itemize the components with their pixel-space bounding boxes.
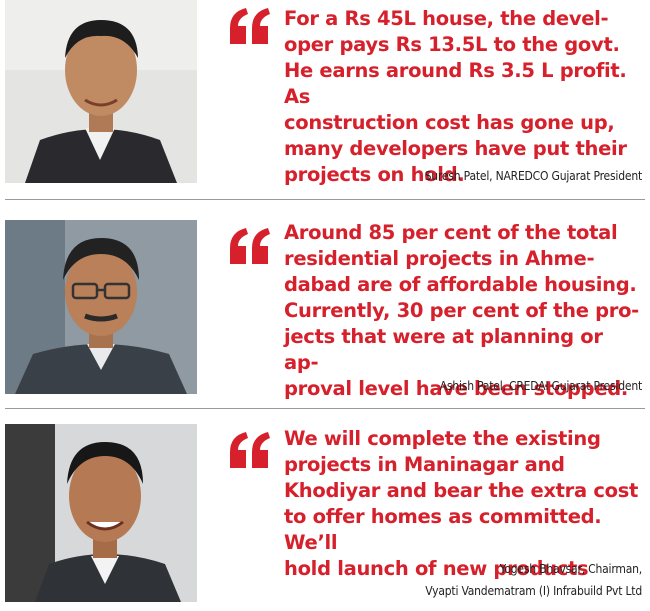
opening-quote-icon bbox=[228, 430, 272, 470]
quote-line: jects that were at planning or ap- bbox=[284, 325, 603, 374]
attribution: Yogesh Bhavsar, Chairman, Vyapti Vandema… bbox=[425, 558, 642, 602]
attribution-line: Ashish Patel, CREDAI Gujarat President bbox=[439, 379, 642, 393]
quote-text: Around 85 per cent of the total resident… bbox=[284, 220, 642, 402]
quote-line: residential projects in Ahme- bbox=[284, 247, 595, 270]
quote-line: to offer homes as committed. We’ll bbox=[284, 505, 602, 554]
portrait-photo bbox=[5, 424, 197, 602]
quote-block-2: Around 85 per cent of the total resident… bbox=[0, 220, 650, 410]
opening-quote-icon bbox=[228, 226, 272, 266]
attribution: Suresh Patel, NAREDCO Gujarat President bbox=[424, 168, 643, 184]
quote-line: For a Rs 45L house, the devel- bbox=[284, 7, 609, 30]
quote-block-1: For a Rs 45L house, the devel- oper pays… bbox=[0, 0, 650, 190]
quote-line: He earns around Rs 3.5 L profit. As bbox=[284, 59, 627, 108]
quote-line: We will complete the existing bbox=[284, 427, 601, 450]
quote-line: construction cost has gone up, bbox=[284, 111, 615, 134]
quote-line: Currently, 30 per cent of the pro- bbox=[284, 299, 639, 322]
section-divider bbox=[5, 408, 645, 409]
quote-text: We will complete the existing projects i… bbox=[284, 426, 642, 582]
attribution-line: Suresh Patel, NAREDCO Gujarat President bbox=[424, 169, 643, 183]
attribution: Ashish Patel, CREDAI Gujarat President bbox=[440, 378, 642, 394]
attribution-line: Vyapti Vandematram (I) Infrabuild Pvt Lt… bbox=[425, 584, 642, 598]
quote-line: proval level have been stopped. bbox=[284, 377, 629, 400]
quote-text: For a Rs 45L house, the devel- oper pays… bbox=[284, 6, 642, 188]
quote-line: projects in Maninagar and bbox=[284, 453, 565, 476]
attribution-line: Yogesh Bhavsar, Chairman, bbox=[499, 562, 643, 576]
quote-line: Khodiyar and bear the extra cost bbox=[284, 479, 639, 502]
opening-quote-icon bbox=[228, 6, 272, 46]
portrait-photo bbox=[5, 220, 197, 394]
quote-line: many developers have put their bbox=[284, 137, 627, 160]
quote-line: Around 85 per cent of the total bbox=[284, 221, 618, 244]
quote-block-3: We will complete the existing projects i… bbox=[0, 424, 650, 611]
quote-line: projects on hold. bbox=[284, 163, 465, 186]
quote-line: hold launch of new products bbox=[284, 557, 589, 580]
quote-line: oper pays Rs 13.5L to the govt. bbox=[284, 33, 620, 56]
section-divider bbox=[5, 199, 645, 200]
portrait-photo bbox=[5, 0, 197, 183]
quote-line: dabad are of affordable housing. bbox=[284, 273, 637, 296]
